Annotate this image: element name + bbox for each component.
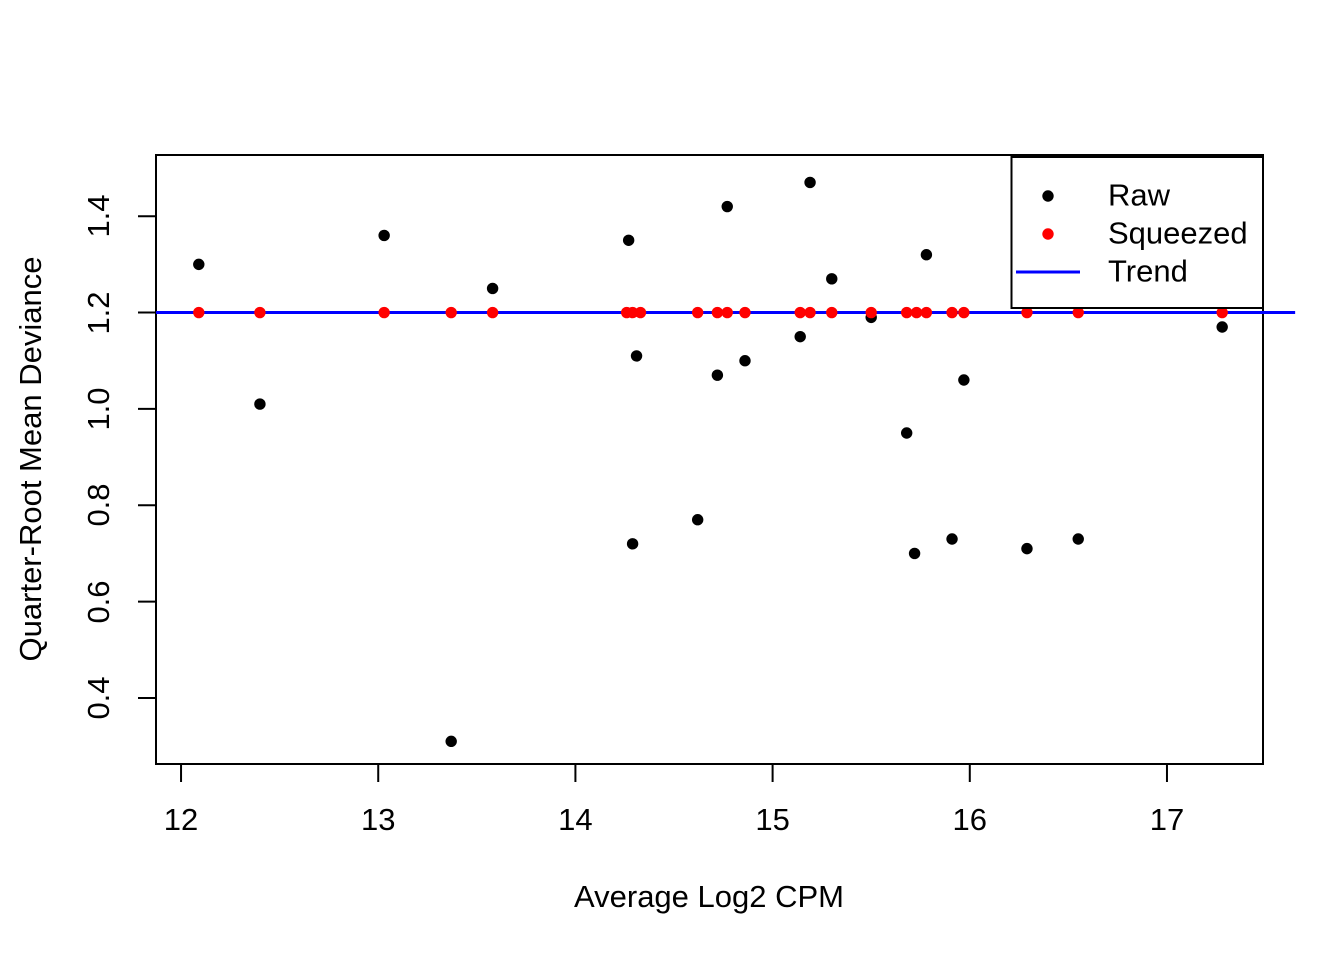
squeezed-point [958, 306, 970, 319]
squeezed-point [826, 306, 838, 319]
raw-point [721, 200, 733, 213]
squeezed-point [794, 306, 806, 319]
y-tick-label: 1.0 [81, 387, 116, 431]
squeezed-point [634, 306, 647, 319]
raw-point [1021, 542, 1033, 555]
squeezed-point [739, 306, 751, 319]
squeezed-point [804, 306, 816, 319]
raw-point [711, 369, 724, 381]
legend-marker-raw [1042, 190, 1054, 202]
raw-point [908, 547, 921, 560]
raw-point [920, 249, 933, 261]
x-tick-label: 16 [952, 802, 988, 837]
raw-point [193, 258, 205, 271]
x-tick-label: 17 [1149, 802, 1185, 837]
squeezed-point [865, 306, 877, 319]
raw-point [946, 533, 958, 545]
raw-point [900, 427, 913, 439]
y-axis-title: Quarter-Root Mean Deviance [13, 256, 48, 662]
raw-point [794, 330, 806, 343]
squeezed-point [721, 306, 733, 319]
legend-marker-squeezed [1042, 228, 1054, 240]
raw-point [826, 273, 838, 285]
raw-point [1216, 321, 1228, 333]
raw-point [739, 355, 751, 367]
raw-point [958, 374, 970, 386]
squeezed-point [920, 306, 933, 319]
squeezed-point [711, 306, 724, 319]
squeezed-point [1072, 306, 1084, 319]
squeezed-point [254, 306, 266, 319]
raw-point [378, 229, 390, 242]
y-tick-label: 1.4 [81, 194, 116, 238]
raw-point [630, 350, 643, 362]
squeezed-point [626, 306, 639, 319]
x-tick-label: 13 [360, 802, 396, 837]
raw-point [622, 234, 635, 246]
raw-point [486, 282, 499, 295]
raw-point [1072, 533, 1084, 545]
raw-point [691, 514, 704, 526]
squeezed-point [193, 306, 205, 319]
x-tick-label: 15 [755, 802, 790, 837]
legend-label-trend: Trend [1108, 253, 1188, 289]
y-tick-label: 0.8 [81, 483, 116, 527]
squeezed-point [1021, 306, 1033, 319]
y-tick-label: 0.6 [81, 580, 116, 624]
y-tick-label: 0.4 [81, 676, 116, 720]
raw-point [804, 176, 816, 189]
squeezed-point [486, 306, 499, 319]
legend-label-raw: Raw [1108, 177, 1171, 213]
x-tick-label: 12 [163, 802, 199, 837]
plot-frame [155, 154, 1264, 765]
raw-point [254, 398, 266, 410]
y-tick-label: 1.2 [81, 290, 116, 335]
legend-label-squeezed: Squeezed [1108, 215, 1248, 251]
raw-point [626, 538, 639, 550]
x-axis-title: Average Log2 CPM [574, 879, 844, 914]
x-tick-label: 14 [558, 802, 593, 837]
squeezed-point [691, 306, 704, 319]
raw-point [445, 735, 457, 748]
squeezed-point [445, 306, 457, 319]
squeezed-point [378, 306, 390, 319]
squeezed-point [1216, 306, 1228, 319]
squeezed-point [910, 306, 923, 319]
squeezed-point [900, 306, 913, 319]
squeezed-point [946, 306, 958, 319]
